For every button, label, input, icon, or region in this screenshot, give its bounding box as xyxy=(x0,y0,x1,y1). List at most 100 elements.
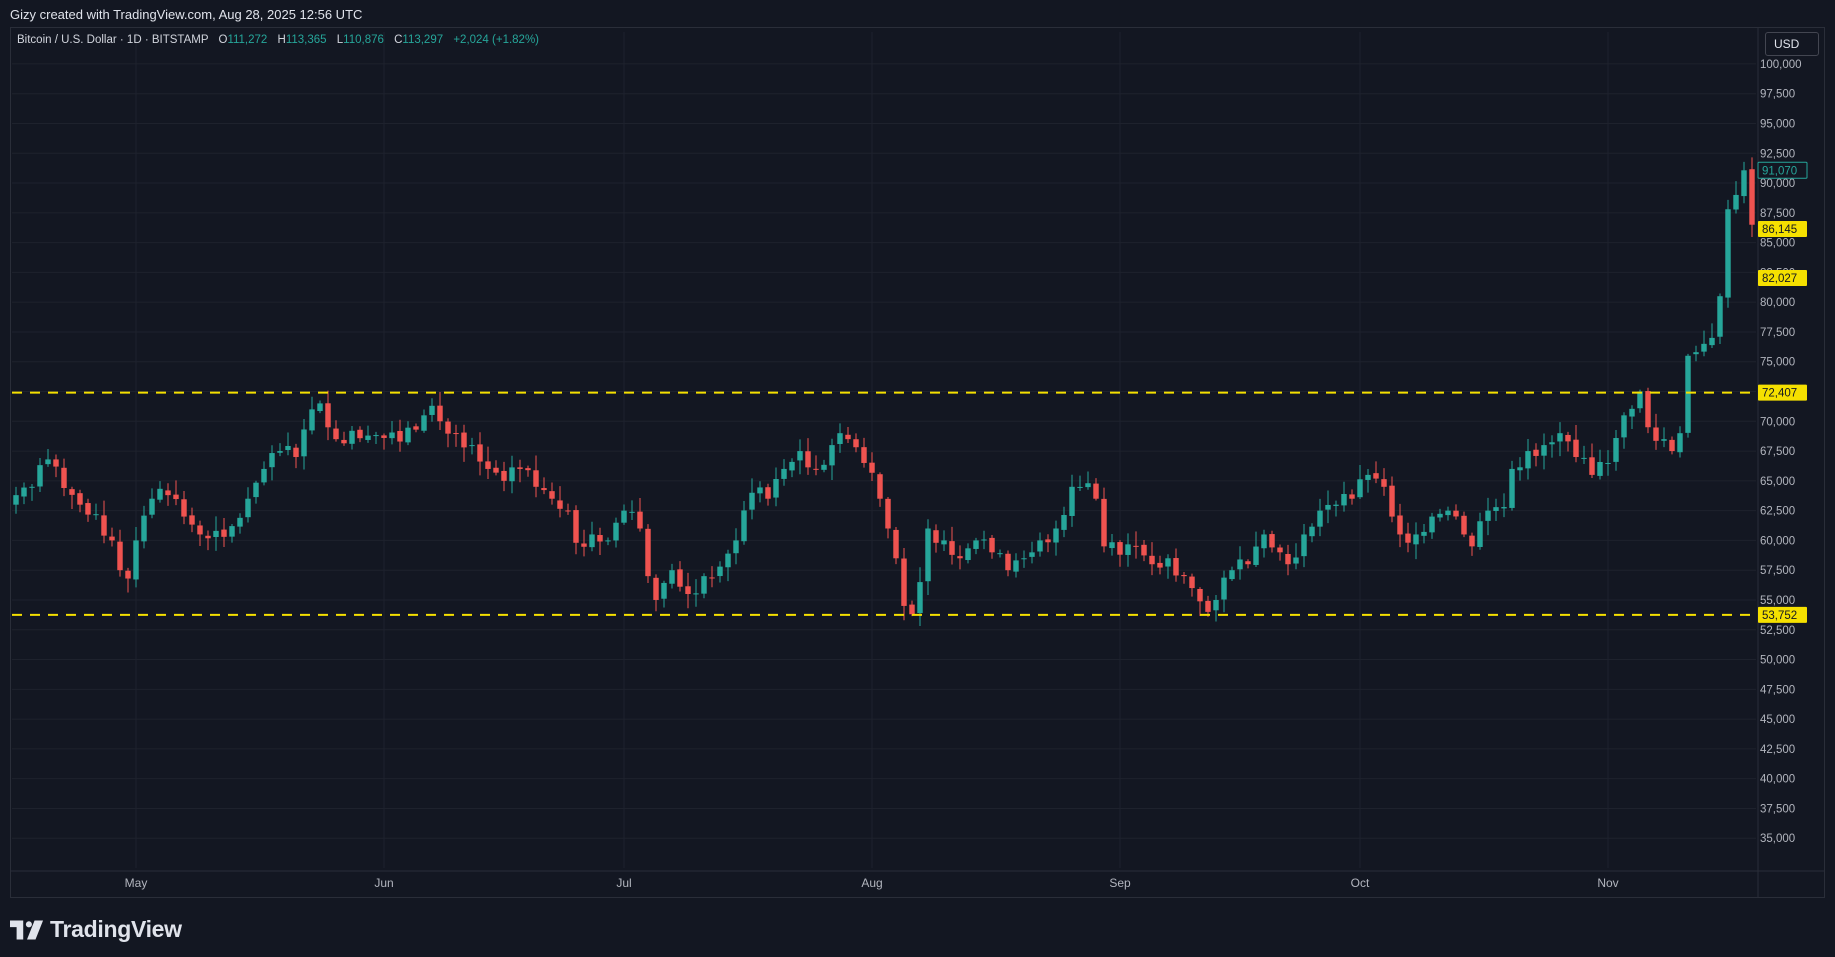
candle-body xyxy=(1253,546,1259,565)
candle-body xyxy=(765,487,771,499)
candle-body xyxy=(485,461,491,469)
candle-body xyxy=(1485,510,1491,521)
candle-body xyxy=(789,461,795,471)
candle xyxy=(21,482,27,505)
candle xyxy=(1261,529,1267,558)
candle-body xyxy=(1013,560,1019,572)
candle-body xyxy=(277,451,283,453)
candle-body xyxy=(1613,438,1619,462)
candle-body xyxy=(229,526,235,537)
candle-body xyxy=(197,525,203,535)
candle xyxy=(245,487,251,523)
candle-body xyxy=(501,470,507,481)
candle-body xyxy=(533,470,539,487)
candle-body xyxy=(1581,457,1587,459)
candle-body xyxy=(1229,570,1235,580)
candle xyxy=(613,517,619,548)
candle-body xyxy=(741,510,747,542)
candle-body xyxy=(1317,510,1323,527)
candle xyxy=(45,449,51,467)
price-tag-box xyxy=(1758,384,1807,401)
attribution-bar: Gizy created with TradingView.com, Aug 2… xyxy=(0,0,1835,28)
candle xyxy=(1717,293,1723,345)
candle xyxy=(733,528,739,565)
candle xyxy=(1493,498,1499,522)
candle-body xyxy=(1085,483,1091,488)
candle xyxy=(1069,474,1075,527)
candle-body xyxy=(29,486,35,488)
candle xyxy=(1365,468,1371,493)
candle-body xyxy=(477,444,483,462)
candle xyxy=(1629,405,1635,430)
price-tag: 91,070 xyxy=(1757,161,1808,179)
candle-body xyxy=(117,541,123,571)
candle-body xyxy=(853,439,859,448)
candle xyxy=(1317,498,1323,537)
candle-body xyxy=(453,433,459,435)
candle-body xyxy=(557,500,563,509)
candle xyxy=(421,409,427,433)
candle xyxy=(1397,503,1403,548)
candle-body xyxy=(1365,474,1371,480)
price-tick-label: 40,000 xyxy=(1760,774,1795,786)
candle xyxy=(1749,157,1755,237)
currency-button[interactable]: USD xyxy=(1765,32,1819,56)
candle-body xyxy=(317,403,323,412)
candle-body xyxy=(1629,408,1635,417)
candle xyxy=(1021,550,1027,568)
candle xyxy=(741,500,747,545)
candle-body xyxy=(701,576,707,594)
candle-body xyxy=(757,487,763,494)
candle-body xyxy=(1685,355,1691,433)
candle xyxy=(1597,449,1603,480)
candle-body xyxy=(1525,451,1531,469)
candle-body xyxy=(157,488,163,500)
tradingview-logo[interactable]: TradingView xyxy=(10,916,182,943)
candle xyxy=(1061,506,1067,538)
candle-body xyxy=(621,510,627,523)
candle xyxy=(645,524,651,584)
candle xyxy=(1437,508,1443,522)
price-tag: 53,752 xyxy=(1758,606,1807,623)
time-tick-label: Jun xyxy=(374,876,393,890)
candle xyxy=(149,488,155,519)
candle xyxy=(949,526,955,565)
candle xyxy=(1229,566,1235,582)
candle xyxy=(829,438,835,480)
candle-body xyxy=(429,405,435,415)
candle-body xyxy=(1021,558,1027,560)
candle xyxy=(453,424,459,447)
candle-body xyxy=(1101,498,1107,547)
candle-body xyxy=(1565,434,1571,442)
candle-body xyxy=(245,498,251,518)
candle-body xyxy=(1197,588,1203,602)
chart-pane[interactable] xyxy=(10,27,1825,898)
candle xyxy=(309,396,315,435)
candle-body xyxy=(37,465,43,487)
candle-body xyxy=(829,445,835,466)
candle xyxy=(1605,450,1611,476)
candle xyxy=(333,420,339,442)
candle-body xyxy=(869,462,875,473)
open-value: 111,272 xyxy=(227,34,268,46)
candle-body xyxy=(1237,559,1243,570)
candle-body xyxy=(1213,599,1219,611)
candle xyxy=(461,424,467,462)
price-tick-label: 37,500 xyxy=(1760,803,1795,815)
candle-body xyxy=(1677,433,1683,453)
candle-body xyxy=(405,427,411,443)
candle-body xyxy=(461,432,467,448)
candle-body xyxy=(1189,576,1195,589)
candle xyxy=(413,423,419,433)
candle-body xyxy=(1589,457,1595,475)
candle xyxy=(757,481,763,503)
candle-body xyxy=(293,447,299,458)
candle xyxy=(189,507,195,533)
candle-body xyxy=(469,445,475,447)
candle xyxy=(1533,443,1539,467)
candle-body xyxy=(1037,540,1043,552)
candle xyxy=(1309,523,1315,543)
candle xyxy=(1197,587,1203,616)
symbol-title: Bitcoin / U.S. Dollar · 1D · BITSTAMP xyxy=(17,34,209,46)
